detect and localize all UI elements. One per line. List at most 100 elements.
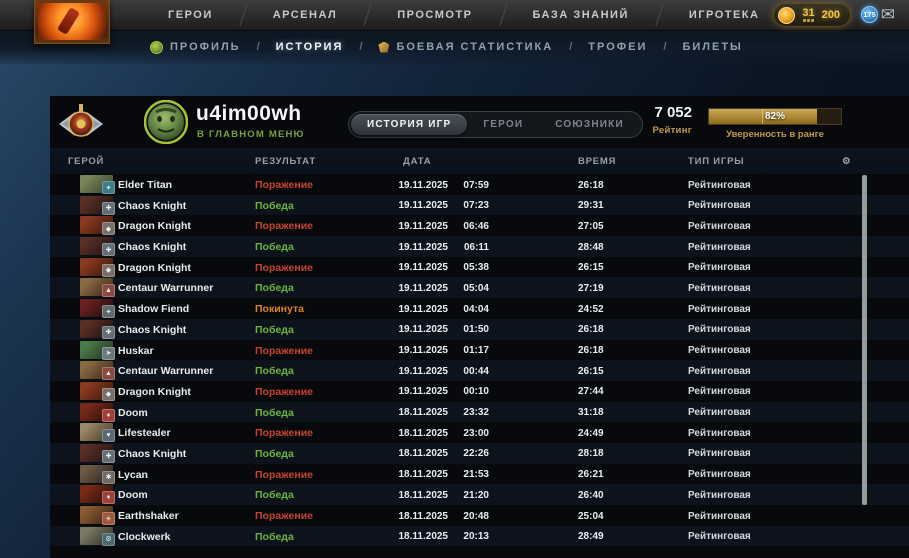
match-duration: 26:15	[578, 262, 604, 274]
match-result: Победа	[255, 406, 294, 419]
match-row[interactable]: ✦ Elder Titan Поражение 19.11.2025 07:59…	[50, 174, 909, 195]
hero-name: Huskar	[118, 344, 154, 357]
match-row[interactable]: ⚙ Clockwerk Победа 18.11.2025 20:13 28:4…	[50, 525, 909, 547]
sub-nav-item[interactable]: ИСТОРИЯ	[272, 41, 348, 53]
match-row[interactable]: ▲ Centaur Warrunner Победа 19.11.2025 00…	[50, 360, 909, 381]
facet-icon: ♥	[102, 429, 115, 443]
column-date: ДАТА	[403, 156, 432, 167]
tab-label: СОЮЗНИКИ	[555, 119, 624, 130]
match-row[interactable]: ✚ Chaos Knight Победа 19.11.2025 01:50 2…	[50, 318, 909, 340]
match-row[interactable]: ✦ Shadow Fiend Покинута 19.11.2025 04:04…	[50, 298, 909, 319]
hero-name: Clockwerk	[118, 530, 171, 543]
match-type: Рейтинговая	[688, 510, 751, 522]
hero-name: Dragon Knight	[118, 261, 191, 274]
match-table-header: ГЕРОЙ РЕЗУЛЬТАТ ДАТА ВРЕМЯ ТИП ИГРЫ ⚙	[50, 148, 909, 174]
match-type: Рейтинговая	[688, 200, 751, 212]
sub-nav-label: БИЛЕТЫ	[682, 41, 743, 53]
match-row[interactable]: ☀ Earthshaker Поражение 18.11.2025 20:48…	[50, 505, 909, 526]
match-start-time: 00:44	[463, 365, 489, 377]
profile-tab[interactable]: ГЕРОИ	[467, 114, 539, 135]
settings-gear-icon[interactable]: ⚙	[842, 156, 852, 167]
match-result: Поражение	[255, 261, 313, 274]
nav-separator: /	[359, 41, 363, 53]
match-result: Поражение	[255, 344, 313, 357]
online-status: В ГЛАВНОМ МЕНЮ	[197, 129, 305, 140]
match-date: 19.11.2025	[398, 179, 449, 191]
match-date: 19.11.2025	[398, 241, 449, 253]
match-date: 18.11.2025	[398, 489, 449, 501]
sub-nav-item[interactable]: БОЕВАЯ СТАТИСТИКА	[374, 41, 557, 53]
match-result: Победа	[255, 241, 294, 254]
match-start-time: 06:11	[463, 241, 489, 253]
sub-nav-item[interactable]: ПРОФИЛЬ	[146, 40, 245, 54]
match-row[interactable]: ◆ Dragon Knight Поражение 19.11.2025 06:…	[50, 215, 909, 237]
sub-nav-item[interactable]: ТРОФЕИ	[584, 41, 651, 53]
match-duration: 26:18	[578, 324, 604, 336]
match-row[interactable]: ✚ Chaos Knight Победа 19.11.2025 06:11 2…	[50, 236, 909, 257]
match-result: Поражение	[255, 510, 313, 522]
match-duration: 28:18	[578, 448, 604, 460]
profile-avatar-icon	[150, 40, 163, 54]
match-date: 19.11.2025	[398, 200, 449, 212]
top-nav-label: ИГРОТЕКА	[688, 9, 760, 21]
hero-name: Lycan	[118, 468, 148, 481]
match-row[interactable]: ◆ Dragon Knight Поражение 19.11.2025 05:…	[50, 256, 909, 278]
profile-tab[interactable]: ИСТОРИЯ ИГР	[351, 114, 468, 135]
avatar[interactable]	[143, 99, 189, 149]
match-row[interactable]: ◆ Dragon Knight Поражение 19.11.2025 00:…	[50, 380, 909, 402]
column-hero: ГЕРОЙ	[68, 156, 105, 167]
match-row[interactable]: ➤ Huskar Поражение 19.11.2025 01:17 26:1…	[50, 339, 909, 361]
match-start-time: 04:04	[463, 303, 489, 315]
currency-dots	[803, 19, 815, 22]
profile-tab[interactable]: СОЮЗНИКИ	[539, 114, 640, 135]
match-row[interactable]: ♦ Doom Победа 18.11.2025 23:32 31:18 Рей…	[50, 401, 909, 423]
top-nav-item[interactable]: БАЗА ЗНАНИЙ	[503, 0, 659, 30]
match-type: Рейтинговая	[688, 303, 751, 315]
match-date: 18.11.2025	[398, 448, 449, 460]
nav-separator: /	[256, 41, 260, 53]
match-duration: 24:49	[578, 427, 604, 439]
match-type: Рейтинговая	[688, 448, 751, 460]
match-type: Рейтинговая	[688, 345, 751, 356]
mail-button[interactable]: ✉ 175	[861, 3, 895, 27]
match-row[interactable]: ✚ Chaos Knight Победа 18.11.2025 22:26 2…	[50, 442, 909, 464]
match-duration: 27:44	[578, 386, 604, 398]
match-date: 18.11.2025	[398, 407, 449, 419]
top-nav-item[interactable]: ГЕРОИ	[138, 0, 243, 30]
match-duration: 29:31	[578, 200, 604, 212]
match-date: 18.11.2025	[398, 510, 449, 522]
currency-value-2: 200	[821, 9, 840, 21]
scrollbar-thumb[interactable]	[862, 175, 867, 505]
hero-name: Centaur Warrunner	[118, 282, 214, 295]
top-nav-item[interactable]: ИГРОТЕКА	[659, 0, 790, 30]
sub-nav-item[interactable]: БИЛЕТЫ	[678, 41, 746, 53]
hero-name: Elder Titan	[118, 179, 173, 191]
match-type: Рейтинговая	[688, 282, 751, 294]
match-row[interactable]: ♥ Lifestealer Поражение 18.11.2025 23:00…	[50, 422, 909, 443]
match-type: Рейтинговая	[688, 531, 751, 543]
column-type: ТИП ИГРЫ	[688, 156, 745, 167]
facet-icon: ✚	[102, 449, 115, 463]
facet-icon: ▲	[102, 284, 115, 298]
hero-name: Lifestealer	[118, 427, 171, 440]
top-nav-item[interactable]: АРСЕНАЛ	[243, 0, 368, 30]
dota-logo[interactable]	[34, 0, 110, 44]
facet-icon: ✚	[102, 325, 115, 339]
match-row[interactable]: ✚ Chaos Knight Победа 19.11.2025 07:23 2…	[50, 194, 909, 216]
top-nav-item[interactable]: ПРОСМОТР	[367, 0, 502, 30]
match-duration: 27:05	[578, 220, 604, 232]
match-row[interactable]: ▲ Centaur Warrunner Победа 19.11.2025 05…	[50, 277, 909, 299]
match-type: Рейтинговая	[688, 324, 751, 336]
envelope-icon: ✉	[880, 5, 895, 24]
currency-chip[interactable]: 31 200	[773, 3, 851, 27]
match-result: Поражение	[255, 385, 313, 398]
match-row[interactable]: ✱ Lycan Поражение 18.11.2025 21:53 26:21…	[50, 463, 909, 485]
facet-icon: ➤	[102, 346, 115, 360]
facet-icon: ✦	[102, 305, 115, 319]
match-date: 19.11.2025	[398, 262, 449, 274]
facet-icon: ✦	[102, 181, 115, 194]
match-row[interactable]: ♦ Doom Победа 18.11.2025 21:20 26:40 Рей…	[50, 484, 909, 505]
match-start-time: 07:59	[463, 179, 489, 191]
match-duration: 28:49	[578, 531, 604, 543]
match-start-time: 05:04	[463, 282, 489, 294]
